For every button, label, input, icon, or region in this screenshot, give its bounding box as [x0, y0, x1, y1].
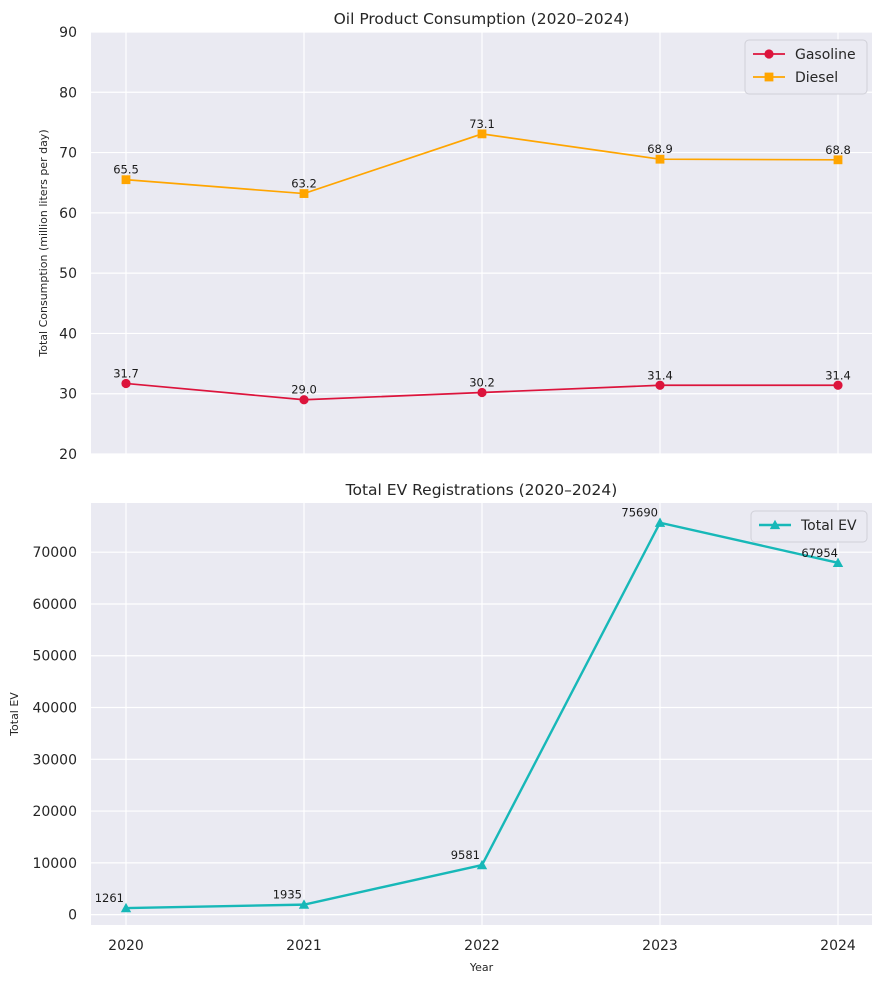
data-labels: 31.7 29.0 30.2 31.4 31.4 65.5 63.2 73.1 68.9 68.8	[113, 117, 851, 397]
data-label: 29.0	[291, 383, 317, 397]
data-label: 30.2	[469, 376, 495, 390]
data-point	[121, 378, 131, 389]
data-point	[833, 155, 843, 165]
y-tick-label: 70	[59, 146, 77, 162]
chart-title: Oil Product Consumption (2020–2024)	[334, 10, 630, 28]
y-tick-label: 50000	[32, 649, 77, 665]
y-tick-label: 20	[59, 447, 77, 463]
y-axis-label: Total Consumption (million liters per da…	[37, 129, 50, 357]
y-tick-label: 90	[59, 25, 77, 41]
data-point	[121, 175, 131, 185]
legend-label: Gasoline	[795, 47, 856, 63]
data-label: 73.1	[469, 117, 495, 131]
data-point	[477, 387, 487, 398]
data-label: 63.2	[291, 177, 317, 191]
y-tick-labels: 20 30 40 50 60 70 80 90	[59, 25, 77, 463]
y-tick-label: 0	[68, 908, 77, 924]
legend-marker	[764, 72, 774, 82]
gridlines	[91, 503, 872, 925]
data-label: 1261	[95, 891, 124, 905]
y-tick-label: 40	[59, 326, 77, 342]
x-axis-label: Year	[469, 961, 494, 974]
data-labels: 1261 1935 9581 75690 67954	[95, 506, 838, 905]
legend-label: Diesel	[795, 70, 838, 86]
y-tick-label: 60	[59, 206, 77, 222]
x-tick-label: 2020	[108, 938, 144, 954]
ev-registrations-chart: 0 10000 20000 30000 40000 50000 60000 70000 202…	[8, 481, 872, 974]
data-point	[299, 189, 309, 198]
y-tick-label: 30000	[32, 752, 77, 768]
y-tick-label: 40000	[32, 701, 77, 717]
x-tick-label: 2022	[464, 938, 500, 954]
data-point	[832, 557, 844, 567]
data-label: 68.9	[647, 142, 673, 156]
legend: Total EV	[750, 510, 868, 543]
data-point	[120, 902, 132, 913]
data-point	[299, 395, 309, 405]
y-axis-label: Total EV	[8, 692, 21, 737]
oil-consumption-chart: 20 30 40 50 60 70 80 90 31.7 29.0 30.2 31.4 31.4 65.…	[37, 10, 872, 463]
x-tick-label: 2023	[642, 938, 678, 954]
data-point	[655, 154, 665, 164]
legend-marker	[764, 49, 774, 59]
x-tick-labels: 2020 2021 2022 2023 2024	[108, 938, 856, 954]
x-tick-label: 2024	[820, 938, 856, 954]
data-label: 9581	[451, 848, 480, 862]
data-point	[298, 899, 310, 909]
data-point	[833, 380, 843, 390]
data-label: 31.4	[647, 368, 673, 382]
y-tick-label: 50	[59, 266, 77, 282]
data-label: 31.7	[113, 366, 139, 380]
legend: Gasoline Diesel	[744, 39, 868, 95]
y-tick-label: 30	[59, 387, 77, 403]
data-label: 65.5	[113, 163, 139, 177]
data-point	[655, 380, 665, 390]
data-label: 67954	[801, 546, 838, 560]
series-lines	[120, 517, 844, 913]
data-point	[476, 859, 488, 870]
data-label: 68.8	[825, 143, 851, 157]
chart-title: Total EV Registrations (2020–2024)	[345, 481, 618, 499]
data-point	[477, 129, 487, 139]
y-tick-labels: 0 10000 20000 30000 40000 50000 60000 70000	[32, 545, 77, 923]
y-tick-label: 20000	[32, 804, 77, 820]
y-tick-label: 60000	[32, 597, 77, 613]
y-tick-label: 80	[59, 85, 77, 101]
data-label: 1935	[273, 888, 302, 902]
y-tick-label: 70000	[32, 545, 77, 561]
y-tick-label: 10000	[32, 856, 77, 872]
legend-marker	[769, 519, 781, 530]
legend-box	[750, 510, 868, 543]
data-point	[654, 517, 666, 527]
legend-label: Total EV	[800, 518, 857, 534]
data-label: 31.4	[825, 368, 851, 382]
data-label: 75690	[621, 506, 658, 520]
x-tick-label: 2021	[286, 938, 322, 954]
series-lines	[121, 129, 843, 405]
